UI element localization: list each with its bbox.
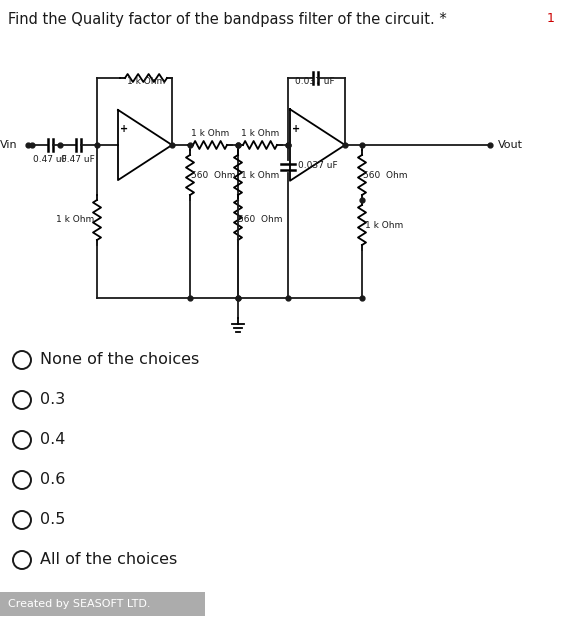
Text: 0.037 uF: 0.037 uF [298, 161, 338, 169]
Text: 1 k Ohm: 1 k Ohm [191, 129, 229, 138]
Text: 0.3: 0.3 [40, 392, 65, 407]
Text: None of the choices: None of the choices [40, 352, 199, 368]
Text: Vin: Vin [1, 140, 18, 150]
Text: 1 k Ohm: 1 k Ohm [127, 77, 165, 86]
Text: 0.6: 0.6 [40, 473, 65, 488]
Text: Find the Quality factor of the bandpass filter of the circuit. *: Find the Quality factor of the bandpass … [8, 12, 447, 27]
FancyBboxPatch shape [0, 592, 205, 616]
Text: 0.47 uF: 0.47 uF [33, 155, 67, 164]
Text: 1 k Ohm: 1 k Ohm [241, 171, 279, 179]
Text: Created by SEASOFT LTD.: Created by SEASOFT LTD. [8, 599, 151, 609]
Text: 560  Ohm: 560 Ohm [191, 171, 235, 179]
Text: 0.037 uF: 0.037 uF [295, 77, 335, 86]
Text: 1 k Ohm: 1 k Ohm [365, 221, 403, 229]
Text: +: + [292, 124, 300, 134]
Text: 0.4: 0.4 [40, 433, 65, 447]
Text: 560  Ohm: 560 Ohm [363, 171, 407, 179]
Text: 0.47 uF: 0.47 uF [61, 155, 95, 164]
Text: 560  Ohm: 560 Ohm [238, 216, 282, 224]
Text: Vout: Vout [498, 140, 523, 150]
Text: 1 k Ohm: 1 k Ohm [56, 216, 94, 224]
Text: 0.5: 0.5 [40, 512, 65, 528]
Text: 1 k Ohm: 1 k Ohm [241, 129, 279, 138]
Text: +: + [120, 124, 128, 134]
Text: 1: 1 [547, 12, 555, 25]
Text: All of the choices: All of the choices [40, 552, 177, 567]
